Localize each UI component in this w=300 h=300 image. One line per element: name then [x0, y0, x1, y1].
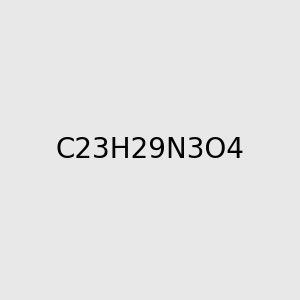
Text: C23H29N3O4: C23H29N3O4 — [56, 136, 244, 164]
